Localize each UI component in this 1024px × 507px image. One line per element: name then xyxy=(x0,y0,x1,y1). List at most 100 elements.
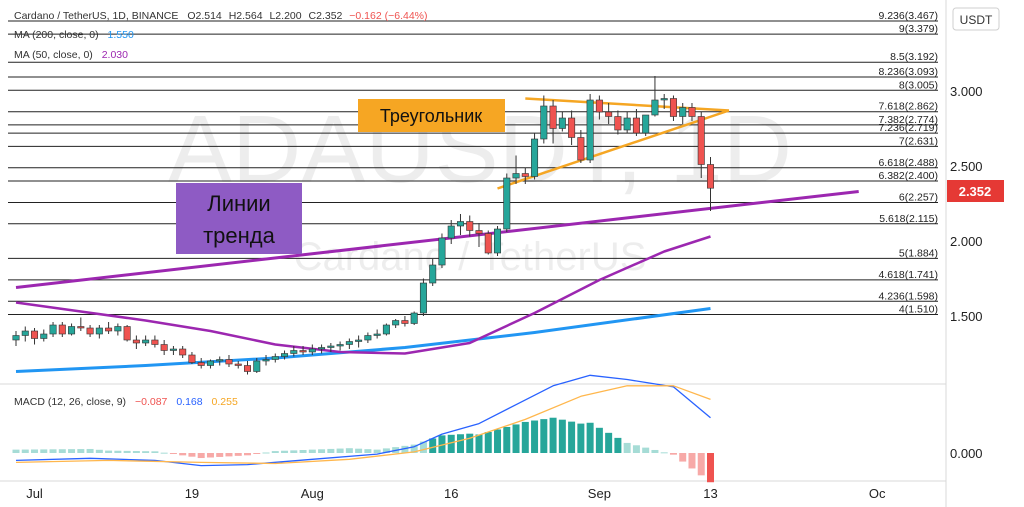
candle-body xyxy=(132,339,140,344)
macd-histogram-bar xyxy=(558,419,566,453)
time-axis-tick: Sep xyxy=(588,486,611,501)
symbol-title: Cardano / TetherUS, 1D, BINANCE xyxy=(14,10,178,22)
macd-histogram-bar xyxy=(688,453,696,469)
macd-histogram-bar xyxy=(160,452,168,454)
current-price-tag: 2.352 xyxy=(947,180,1004,202)
macd-histogram-bar xyxy=(614,437,622,453)
trendlines-annotation[interactable]: Линии тренда xyxy=(176,183,302,254)
time-axis-tick: Aug xyxy=(301,486,324,501)
candle-body xyxy=(382,324,390,335)
candle-body xyxy=(188,354,196,363)
candle-body xyxy=(438,237,446,266)
price-axis[interactable]: 3.000 2.500 2.000 1.500 0.000 xyxy=(950,84,983,461)
candle-body xyxy=(688,107,696,117)
time-axis-tick: 19 xyxy=(185,486,199,501)
fib-level-label: 4(1.510) xyxy=(899,304,938,316)
candle-body xyxy=(540,105,548,140)
macd-histogram-bar xyxy=(105,450,113,453)
candle-body xyxy=(327,345,335,348)
macd-line-value: 0.168 xyxy=(176,396,202,408)
candle-body xyxy=(142,339,150,344)
candle-body xyxy=(308,348,316,353)
macd-histogram-bar xyxy=(577,423,585,453)
macd-histogram-bar xyxy=(58,449,66,453)
macd-histogram-bar xyxy=(373,449,381,453)
candle-body xyxy=(40,333,48,339)
macd-histogram-bar xyxy=(512,424,520,453)
time-axis[interactable]: Jul 19 Aug 16 Sep 13 Oc xyxy=(26,486,886,501)
ma50-label: MA (50, close, 0) xyxy=(14,49,93,61)
candle-body xyxy=(679,107,687,117)
price-axis-tick: 1.500 xyxy=(950,309,983,324)
macd-histogram-bar xyxy=(86,448,94,453)
macd-histogram-bar xyxy=(364,449,372,453)
macd-histogram-bar xyxy=(123,450,131,453)
candle-body xyxy=(123,326,131,341)
macd-histogram-bar xyxy=(253,453,261,454)
candle-body xyxy=(642,114,650,134)
macd-histogram-bar xyxy=(68,449,76,453)
macd-histogram-bar xyxy=(216,453,224,457)
candle-body xyxy=(605,111,613,117)
macd-histogram-bar xyxy=(355,448,363,453)
triangle-annotation-text: Треугольник xyxy=(380,106,482,126)
candle-body xyxy=(410,312,418,324)
macd-histogram-bar xyxy=(494,429,502,453)
candle-body xyxy=(577,137,585,161)
fib-level-label: 7.618(2.862) xyxy=(878,101,938,113)
fib-level-label: 6.618(2.488) xyxy=(878,157,938,169)
macd-histogram-bar xyxy=(197,453,205,459)
candle-body xyxy=(281,353,289,357)
macd-histogram-bar xyxy=(605,432,613,453)
candle-body xyxy=(401,320,409,324)
macd-histogram-bar xyxy=(40,449,48,453)
candle-body xyxy=(494,228,502,254)
trend-line[interactable] xyxy=(15,190,859,289)
candle-body xyxy=(521,173,529,177)
macd-histogram-bar xyxy=(410,444,418,453)
trendlines-annotation-line2: тренда xyxy=(203,223,276,248)
currency-button[interactable]: USDT xyxy=(952,7,1000,31)
ohlc-open: O2.514 xyxy=(187,10,222,22)
macd-histogram-bar xyxy=(697,453,705,476)
macd-histogram-bar xyxy=(419,441,427,453)
candle-body xyxy=(253,360,261,372)
candle-body xyxy=(105,327,113,332)
macd-histogram-bar xyxy=(382,448,390,453)
candle-body xyxy=(355,339,363,342)
candlesticks xyxy=(12,76,714,375)
macd-histogram-bar xyxy=(169,453,177,455)
candle-body xyxy=(429,264,437,284)
candle-body xyxy=(660,98,668,101)
fib-level-label: 7.382(2.774) xyxy=(878,114,938,126)
time-axis-tick: Oc xyxy=(869,486,886,501)
macd-histogram-bar xyxy=(438,435,446,453)
candle-body xyxy=(299,350,307,353)
macd-histogram-bar xyxy=(225,453,233,457)
ma200-label: MA (200, close, 0) xyxy=(14,29,99,41)
macd-histogram-bar xyxy=(456,434,464,453)
candle-body xyxy=(336,344,344,347)
fib-level-label: 5.618(2.115) xyxy=(879,213,938,225)
macd-histogram-bar xyxy=(568,421,576,453)
price-axis-tick: 2.000 xyxy=(950,234,983,249)
candle-body xyxy=(456,221,464,227)
triangle-annotation[interactable]: Треугольник xyxy=(358,99,505,132)
candle-body xyxy=(475,230,483,234)
macd-histogram-bar xyxy=(549,417,557,453)
macd-histogram-bar xyxy=(95,449,103,453)
candle-body xyxy=(345,341,353,345)
macd-histogram-bar xyxy=(308,449,316,453)
candle-body xyxy=(77,326,85,329)
candle-body xyxy=(586,99,594,161)
ohlc-high: H2.564 xyxy=(229,10,263,22)
candle-body xyxy=(447,225,455,239)
fib-level-label: 8(3.005) xyxy=(899,79,938,91)
macd-histogram-bar xyxy=(114,450,122,453)
macd-histogram-bar xyxy=(132,451,140,453)
candle-body xyxy=(216,359,224,362)
macd-histogram-bar xyxy=(679,453,687,462)
fib-level-label: 5(1.884) xyxy=(899,247,938,259)
candle-body xyxy=(697,116,705,165)
